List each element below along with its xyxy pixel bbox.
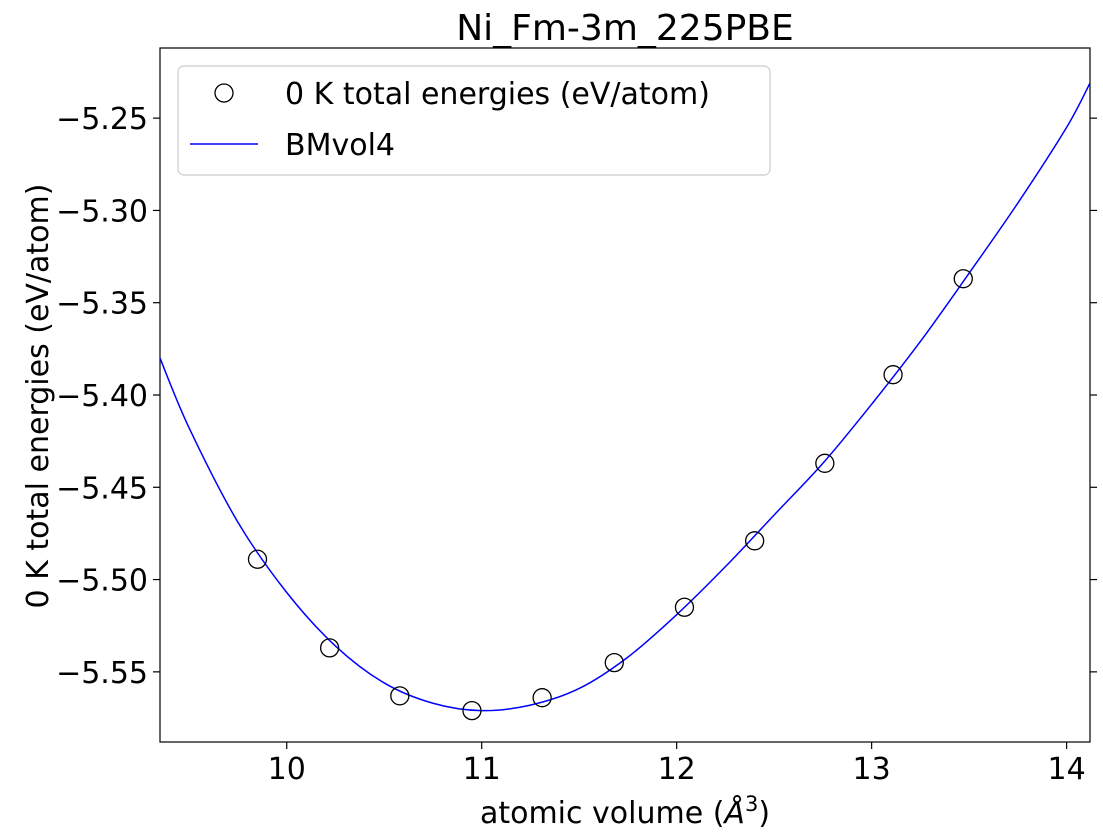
legend-box: [177, 65, 771, 176]
energy-data-point: [953, 269, 973, 289]
energy-data-point: [674, 597, 695, 617]
bmvol4-fit-line: [160, 82, 1090, 712]
x-axis-label: atomic volume (Å3): [480, 792, 770, 831]
x-tick-label: 13: [853, 752, 891, 787]
y-tick-label: −5.45: [56, 471, 148, 506]
legend: 0 K total energies (eV/atom) BMvol4: [177, 65, 771, 176]
x-tick-label: 10: [268, 752, 306, 787]
legend-label-bmvol4: BMvol4: [285, 128, 395, 163]
series-layer: [160, 82, 1090, 721]
energy-data-point: [390, 686, 410, 706]
x-axis-label-prefix: atomic volume (: [480, 796, 724, 831]
energy-data-point: [604, 652, 624, 673]
energy-data-point: [319, 638, 340, 658]
x-tick-label: 11: [463, 752, 501, 787]
y-tick-label: −5.55: [56, 656, 148, 691]
x-tick-label: 12: [658, 752, 696, 787]
x-axis-label-exponent: 3: [745, 792, 758, 816]
energy-data-point: [462, 700, 482, 721]
y-tick-label: −5.35: [56, 287, 148, 322]
y-tick-label: −5.25: [56, 102, 148, 137]
y-tick-label: −5.30: [56, 194, 148, 229]
x-axis-label-suffix: ): [758, 796, 770, 831]
x-tick-label: 14: [1048, 752, 1086, 787]
x-axis-ticks: 10 11 12 13 14: [268, 742, 1086, 787]
energy-data-point: [745, 531, 765, 551]
legend-label-energies: 0 K total energies (eV/atom): [285, 77, 710, 112]
y-axis-ticks: −5.55 −5.50 −5.45 −5.40 −5.35 −5.30 −5.25: [56, 102, 1097, 691]
x-axis-label-symbol: Å: [722, 795, 745, 831]
energy-data-point: [247, 549, 268, 569]
energy-data-point: [883, 365, 903, 385]
energy-data-point: [815, 453, 835, 473]
y-tick-label: −5.40: [56, 379, 148, 414]
chart-title: Ni_Fm-3m_225PBE: [456, 8, 794, 49]
energy-data-point: [532, 688, 552, 708]
legend-marker-circle: [214, 83, 234, 103]
y-axis-label: 0 K total energies (eV/atom): [21, 184, 56, 609]
y-tick-label: −5.50: [56, 564, 148, 599]
